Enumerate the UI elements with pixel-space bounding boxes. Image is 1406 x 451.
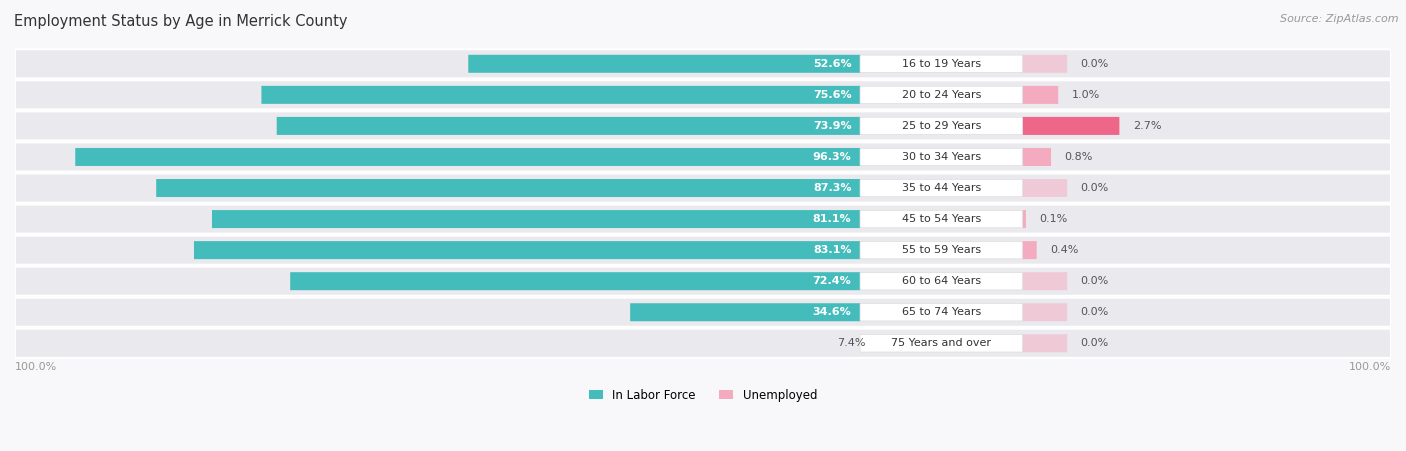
Text: 0.1%: 0.1% [1039, 214, 1067, 224]
Text: 60 to 64 Years: 60 to 64 Years [901, 276, 981, 286]
Text: 52.6%: 52.6% [813, 59, 852, 69]
FancyBboxPatch shape [15, 174, 1391, 202]
FancyBboxPatch shape [1022, 272, 1067, 290]
FancyBboxPatch shape [15, 143, 1391, 171]
FancyBboxPatch shape [860, 210, 1022, 228]
Text: 0.4%: 0.4% [1050, 245, 1078, 255]
Text: 72.4%: 72.4% [813, 276, 852, 286]
FancyBboxPatch shape [860, 117, 1022, 134]
FancyBboxPatch shape [15, 235, 1391, 265]
FancyBboxPatch shape [1022, 86, 1059, 104]
Text: 0.0%: 0.0% [1081, 276, 1109, 286]
Text: 7.4%: 7.4% [838, 338, 866, 348]
FancyBboxPatch shape [1022, 334, 1067, 352]
FancyBboxPatch shape [860, 148, 1022, 166]
FancyBboxPatch shape [1022, 179, 1067, 197]
Text: 20 to 24 Years: 20 to 24 Years [901, 90, 981, 100]
Text: 16 to 19 Years: 16 to 19 Years [901, 59, 981, 69]
FancyBboxPatch shape [194, 241, 860, 259]
Text: 45 to 54 Years: 45 to 54 Years [901, 214, 981, 224]
Text: 35 to 44 Years: 35 to 44 Years [901, 183, 981, 193]
Text: 0.8%: 0.8% [1064, 152, 1092, 162]
Text: 34.6%: 34.6% [813, 307, 852, 317]
Text: 65 to 74 Years: 65 to 74 Years [901, 307, 981, 317]
Text: 75.6%: 75.6% [813, 90, 852, 100]
Text: Employment Status by Age in Merrick County: Employment Status by Age in Merrick Coun… [14, 14, 347, 28]
FancyBboxPatch shape [1022, 210, 1026, 228]
Text: 81.1%: 81.1% [813, 214, 852, 224]
Text: 0.0%: 0.0% [1081, 59, 1109, 69]
Text: 73.9%: 73.9% [813, 121, 852, 131]
FancyBboxPatch shape [860, 86, 1022, 104]
FancyBboxPatch shape [860, 241, 1022, 259]
FancyBboxPatch shape [630, 303, 860, 321]
Text: 25 to 29 Years: 25 to 29 Years [901, 121, 981, 131]
Text: 55 to 59 Years: 55 to 59 Years [901, 245, 981, 255]
FancyBboxPatch shape [76, 148, 860, 166]
FancyBboxPatch shape [860, 55, 1022, 73]
FancyBboxPatch shape [15, 204, 1391, 234]
Text: 75 Years and over: 75 Years and over [891, 338, 991, 348]
FancyBboxPatch shape [262, 86, 860, 104]
FancyBboxPatch shape [468, 55, 860, 73]
Text: 0.0%: 0.0% [1081, 338, 1109, 348]
Text: 0.0%: 0.0% [1081, 307, 1109, 317]
FancyBboxPatch shape [212, 210, 860, 228]
Text: 100.0%: 100.0% [1348, 362, 1391, 372]
Legend: In Labor Force, Unemployed: In Labor Force, Unemployed [583, 384, 823, 406]
FancyBboxPatch shape [15, 80, 1391, 110]
Text: 83.1%: 83.1% [813, 245, 852, 255]
FancyBboxPatch shape [1022, 148, 1052, 166]
FancyBboxPatch shape [860, 304, 1022, 321]
Text: 2.7%: 2.7% [1133, 121, 1161, 131]
FancyBboxPatch shape [156, 179, 860, 197]
FancyBboxPatch shape [860, 272, 1022, 290]
FancyBboxPatch shape [860, 335, 1022, 352]
FancyBboxPatch shape [15, 329, 1391, 358]
Text: 0.0%: 0.0% [1081, 183, 1109, 193]
FancyBboxPatch shape [860, 179, 1022, 197]
Text: 1.0%: 1.0% [1071, 90, 1099, 100]
FancyBboxPatch shape [15, 111, 1391, 141]
FancyBboxPatch shape [290, 272, 860, 290]
Text: 87.3%: 87.3% [813, 183, 852, 193]
Text: 100.0%: 100.0% [15, 362, 58, 372]
Text: 96.3%: 96.3% [813, 152, 852, 162]
FancyBboxPatch shape [1022, 241, 1036, 259]
FancyBboxPatch shape [15, 298, 1391, 327]
FancyBboxPatch shape [1022, 303, 1067, 321]
FancyBboxPatch shape [277, 117, 860, 135]
FancyBboxPatch shape [15, 267, 1391, 296]
FancyBboxPatch shape [15, 49, 1391, 78]
FancyBboxPatch shape [1022, 55, 1067, 73]
Text: Source: ZipAtlas.com: Source: ZipAtlas.com [1281, 14, 1399, 23]
Text: 30 to 34 Years: 30 to 34 Years [901, 152, 981, 162]
FancyBboxPatch shape [1022, 117, 1119, 135]
